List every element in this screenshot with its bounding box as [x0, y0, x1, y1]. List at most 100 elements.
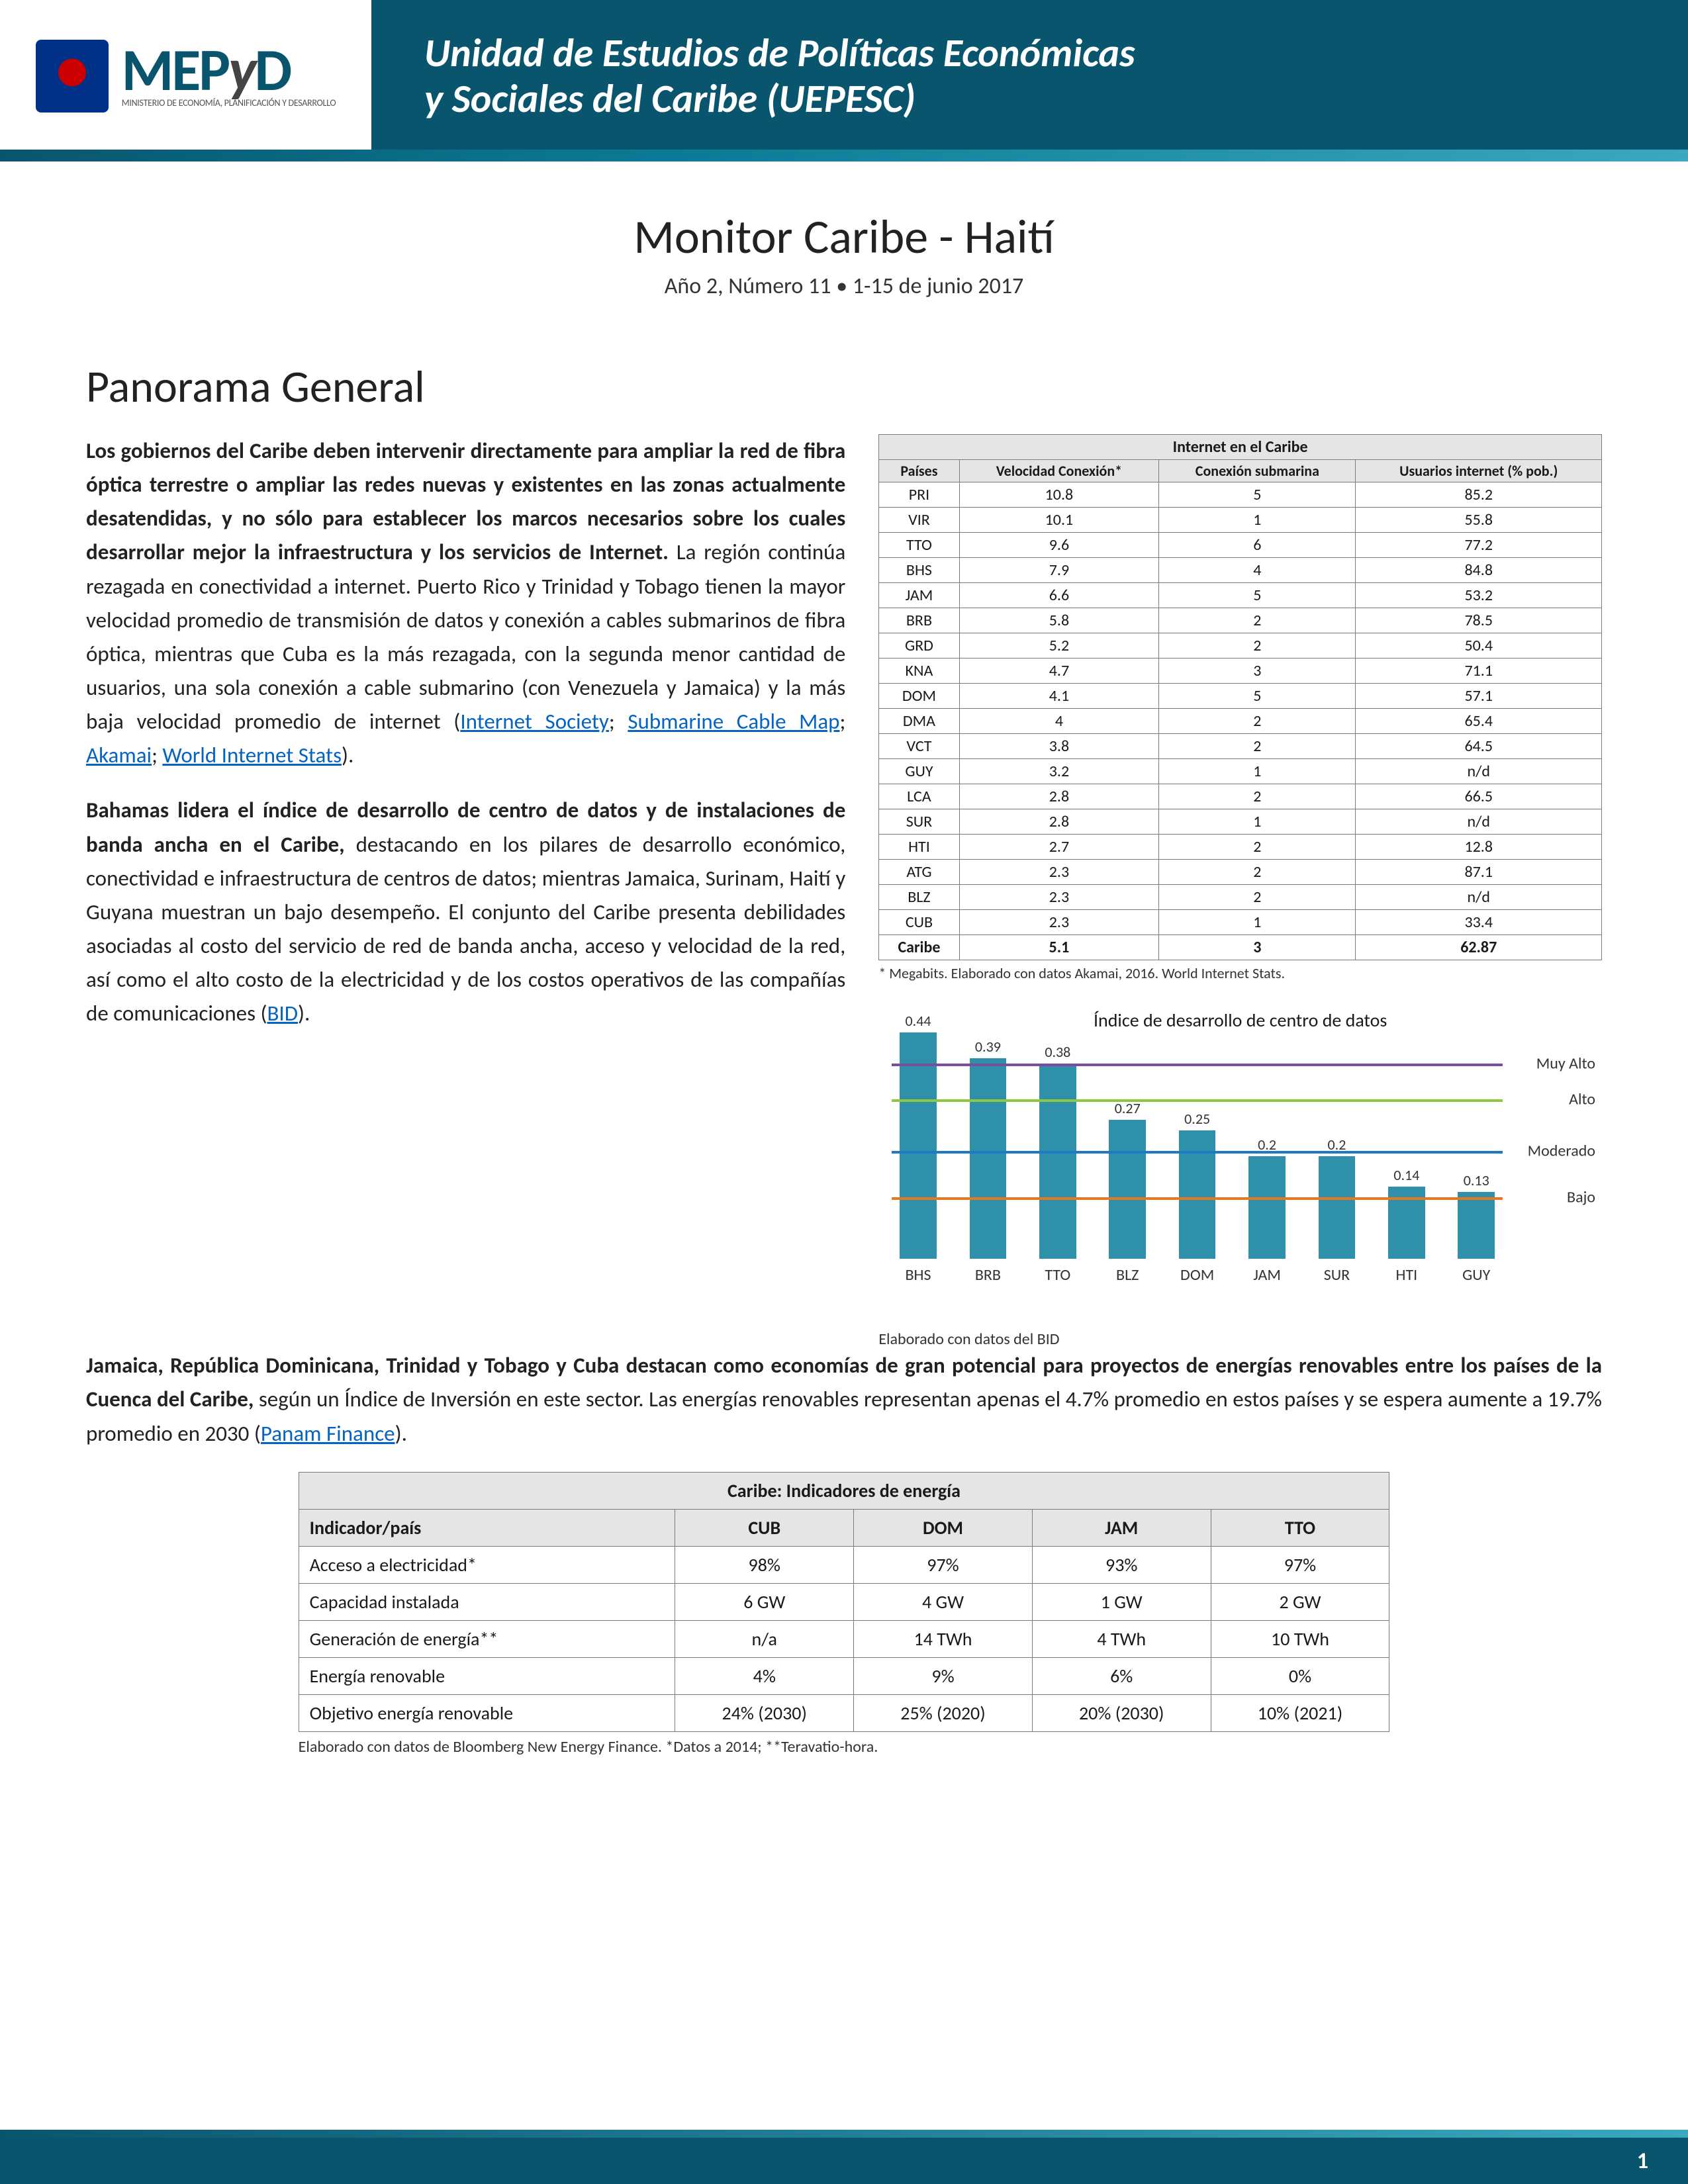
- bar-category-label: SUR: [1324, 1265, 1350, 1285]
- content: Panorama General Los gobiernos del Carib…: [0, 300, 1688, 1783]
- threshold-line: [892, 1197, 1503, 1200]
- table-cell: 2: [1159, 784, 1356, 809]
- table-row: Energía renovable4%9%6%0%: [299, 1657, 1389, 1694]
- link-panam-finance[interactable]: Panam Finance: [261, 1420, 395, 1447]
- th-country: Países: [879, 460, 959, 482]
- table-cell: DMA: [879, 709, 959, 734]
- table-cell: 5.8: [959, 608, 1159, 633]
- table-cell: SUR: [879, 809, 959, 835]
- table-row: BRB5.8278.5: [879, 608, 1602, 633]
- bar-value-label: 0.44: [906, 1012, 931, 1030]
- table-row: DMA4265.4: [879, 709, 1602, 734]
- table-cell: LCA: [879, 784, 959, 809]
- table-cell: n/d: [1356, 885, 1602, 910]
- value-cell: 2 GW: [1211, 1583, 1389, 1620]
- table-cell: 5: [1159, 684, 1356, 709]
- table-row: Objetivo energía renovable24% (2030)25% …: [299, 1694, 1389, 1731]
- bar-column: 0.2JAM: [1241, 1136, 1293, 1285]
- th-country: DOM: [854, 1509, 1033, 1546]
- paragraph-3: Jamaica, República Dominicana, Trinidad …: [86, 1349, 1602, 1450]
- threshold-line: [892, 1064, 1503, 1066]
- bar-column: 0.44 BHS: [892, 1012, 944, 1285]
- table-cell: 85.2: [1356, 482, 1602, 508]
- th-country: CUB: [675, 1509, 854, 1546]
- unit-line-1: Unidad de Estudios de Políticas Económic…: [424, 30, 1688, 76]
- bar: [1109, 1120, 1146, 1259]
- table-cell: 1: [1159, 759, 1356, 784]
- two-column-zone: Los gobiernos del Caribe deben interveni…: [86, 434, 1602, 1349]
- table-cell: BRB: [879, 608, 959, 633]
- table-cell: PRI: [879, 482, 959, 508]
- bars-row: 0.44BHS0.39BRB0.38TTO0.27BLZ0.25DOM0.2JA…: [892, 1053, 1503, 1285]
- table-cell: 53.2: [1356, 583, 1602, 608]
- value-cell: 97%: [854, 1546, 1033, 1583]
- table-cell: 6.6: [959, 583, 1159, 608]
- table-row: VCT3.8264.5: [879, 734, 1602, 759]
- table-cell: KNA: [879, 659, 959, 684]
- bar-category-label: GUY: [1462, 1265, 1490, 1285]
- table-cell: 2: [1159, 835, 1356, 860]
- bar-value-label: 0.14: [1393, 1166, 1419, 1184]
- table-cell: 57.1: [1356, 684, 1602, 709]
- bar-value-label: 0.39: [975, 1038, 1001, 1056]
- table-cell: 77.2: [1356, 533, 1602, 558]
- bar-category-label: TTO: [1045, 1265, 1070, 1285]
- table-cell: 2.7: [959, 835, 1159, 860]
- energy-table-block: Caribe: Indicadores de energía Indicador…: [86, 1472, 1602, 1732]
- table-cell: TTO: [879, 533, 959, 558]
- value-cell: 10 TWh: [1211, 1620, 1389, 1657]
- table-row: BHS7.9484.8: [879, 558, 1602, 583]
- table-row: ATG2.3287.1: [879, 860, 1602, 885]
- value-cell: 6%: [1032, 1657, 1211, 1694]
- value-cell: 20% (2030): [1032, 1694, 1211, 1731]
- table-row: TTO9.6677.2: [879, 533, 1602, 558]
- link-bid[interactable]: BID: [267, 1000, 298, 1026]
- value-cell: 0%: [1211, 1657, 1389, 1694]
- energy-table: Caribe: Indicadores de energía Indicador…: [299, 1472, 1390, 1732]
- table-cell: 65.4: [1356, 709, 1602, 734]
- link-internet-society[interactable]: Internet Society: [460, 708, 609, 735]
- table-row: JAM6.6553.2: [879, 583, 1602, 608]
- header-accent-bar: [0, 150, 1688, 161]
- mepyd-y: y: [228, 34, 254, 107]
- para1-rest-a: La región continúa rezagada en conectivi…: [86, 539, 845, 735]
- bar: [1319, 1156, 1356, 1259]
- value-cell: 14 TWh: [854, 1620, 1033, 1657]
- threshold-label: Muy Alto: [1536, 1054, 1595, 1073]
- bar: [970, 1058, 1007, 1259]
- table-cell: 2: [1159, 633, 1356, 659]
- link-akamai[interactable]: Akamai: [86, 742, 152, 768]
- value-cell: 98%: [675, 1546, 854, 1583]
- table-cell: 5: [1159, 583, 1356, 608]
- table-row: HTI2.7212.8: [879, 835, 1602, 860]
- link-submarine-cable-map[interactable]: Submarine Cable Map: [628, 708, 839, 735]
- para3-close: ).: [395, 1420, 407, 1447]
- table-cell: HTI: [879, 835, 959, 860]
- table-row: CUB2.3133.4: [879, 910, 1602, 935]
- table-cell: BHS: [879, 558, 959, 583]
- bar: [1458, 1192, 1495, 1259]
- table-cell: 87.1: [1356, 860, 1602, 885]
- indicator-cell: Capacidad instalada: [299, 1583, 675, 1620]
- unit-line-2: y Sociales del Caribe (UEPESC): [424, 76, 1688, 122]
- bar-column: 0.13GUY: [1450, 1171, 1503, 1285]
- energy-table-footnote: Elaborado con datos de Bloomberg New Ene…: [299, 1737, 1390, 1756]
- bar-column: 0.38TTO: [1031, 1043, 1084, 1285]
- footer-accent-bar: [0, 2130, 1688, 2138]
- mepyd-logo: MEPyD MINISTERIO DE ECONOMÍA, PLANIFICAC…: [122, 44, 336, 109]
- footer-band: 1: [0, 2138, 1688, 2184]
- table-cell: 6: [1159, 533, 1356, 558]
- mepyd-acronym: MEPyD: [122, 44, 291, 97]
- table-cell: 4: [959, 709, 1159, 734]
- value-cell: 24% (2030): [675, 1694, 854, 1731]
- bar-category-label: BHS: [905, 1265, 931, 1285]
- table-cell: 2: [1159, 734, 1356, 759]
- table-cell: 62.87: [1356, 935, 1602, 960]
- link-world-internet-stats[interactable]: World Internet Stats: [162, 742, 342, 768]
- table-cell: Caribe: [879, 935, 959, 960]
- bar-column: 0.39BRB: [962, 1038, 1014, 1285]
- table-cell: 7.9: [959, 558, 1159, 583]
- table-cell: 5: [1159, 482, 1356, 508]
- sep1: ;: [609, 708, 628, 735]
- th-users: Usuarios internet (% pob.): [1356, 460, 1602, 482]
